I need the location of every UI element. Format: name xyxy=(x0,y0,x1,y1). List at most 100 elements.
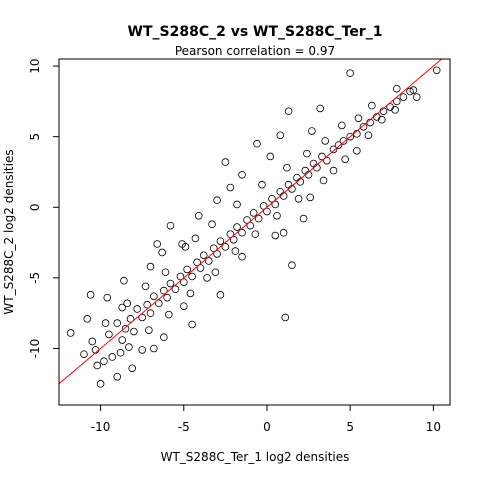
data-point xyxy=(229,235,238,244)
y-tick-label: 10 xyxy=(28,58,42,73)
fit-line-layer xyxy=(59,59,443,385)
data-point xyxy=(329,166,338,175)
data-point xyxy=(306,193,315,202)
data-point xyxy=(346,69,354,77)
data-point xyxy=(213,250,221,258)
data-point xyxy=(179,278,188,286)
data-point xyxy=(284,107,293,116)
y-tick-label: 0 xyxy=(28,203,42,211)
data-point xyxy=(238,252,246,261)
data-point xyxy=(160,286,168,295)
data-point xyxy=(88,337,97,346)
data-point xyxy=(367,101,376,110)
data-point xyxy=(126,315,135,323)
data-point xyxy=(113,372,122,381)
data-point xyxy=(243,216,251,224)
data-point xyxy=(308,127,316,135)
data-point xyxy=(221,158,230,166)
data-point xyxy=(203,274,211,282)
x-tick-label: 10 xyxy=(426,420,441,434)
data-point xyxy=(377,115,386,124)
data-point xyxy=(221,243,230,251)
data-point xyxy=(194,211,203,220)
data-point xyxy=(271,200,280,209)
plot-frame xyxy=(58,58,451,406)
data-point xyxy=(276,131,285,140)
data-point xyxy=(254,214,263,223)
data-point xyxy=(216,291,225,299)
data-point xyxy=(103,293,112,302)
data-point xyxy=(432,66,441,75)
fit-line xyxy=(59,59,443,385)
data-point xyxy=(191,234,200,243)
data-point xyxy=(158,248,166,257)
data-point xyxy=(258,180,266,189)
data-point xyxy=(409,86,418,94)
data-point xyxy=(283,163,291,172)
data-point xyxy=(145,326,153,334)
data-point xyxy=(319,176,328,185)
data-point xyxy=(179,302,188,310)
x-axis-label: WT_S288C_Ter_1 log2 densities xyxy=(161,450,350,464)
data-point xyxy=(354,114,363,123)
data-point xyxy=(208,220,216,229)
data-point xyxy=(299,214,308,223)
data-point xyxy=(359,122,368,131)
x-tick-label: 0 xyxy=(263,420,271,434)
data-point xyxy=(113,319,122,327)
data-point xyxy=(273,211,281,220)
data-point xyxy=(249,209,258,217)
data-point xyxy=(66,329,75,337)
data-point xyxy=(188,320,196,329)
data-point xyxy=(83,315,92,323)
data-point xyxy=(213,196,221,205)
data-point xyxy=(146,309,155,318)
data-point xyxy=(412,93,421,101)
data-point xyxy=(93,361,102,370)
data-point xyxy=(196,264,205,272)
data-point xyxy=(399,93,408,101)
data-point xyxy=(211,268,220,277)
data-point xyxy=(303,149,311,158)
data-point xyxy=(150,292,158,301)
data-point xyxy=(155,299,163,308)
data-point xyxy=(294,195,303,203)
data-point xyxy=(163,293,171,302)
data-point xyxy=(321,137,330,145)
data-point xyxy=(279,228,288,237)
data-point xyxy=(329,145,338,154)
data-point xyxy=(288,261,296,269)
data-point xyxy=(199,251,208,260)
x-axis: -10 -5 0 5 10 xyxy=(91,405,441,434)
points-layer xyxy=(66,66,441,388)
data-point xyxy=(246,221,255,230)
data-point xyxy=(339,137,348,145)
x-tick-label: 5 xyxy=(346,420,354,434)
data-point xyxy=(86,291,95,299)
chart-title: WT_S288C_2 vs WT_S288C_Ter_1 xyxy=(128,24,383,40)
data-point xyxy=(138,346,146,354)
data-point xyxy=(161,268,170,277)
data-point xyxy=(338,121,346,130)
data-point xyxy=(181,243,190,251)
data-point xyxy=(263,207,271,216)
data-point xyxy=(226,230,235,238)
data-point xyxy=(176,272,185,281)
data-point xyxy=(231,247,240,255)
y-tick-label: -10 xyxy=(28,339,42,359)
data-point xyxy=(281,313,290,322)
data-point xyxy=(268,195,276,203)
data-point xyxy=(392,84,401,93)
data-point xyxy=(105,330,113,339)
data-point xyxy=(271,231,280,240)
data-point xyxy=(101,319,110,327)
data-point xyxy=(165,310,173,319)
data-point xyxy=(138,313,146,322)
data-point xyxy=(391,106,399,114)
data-point xyxy=(266,152,275,161)
data-point xyxy=(171,285,180,294)
data-point xyxy=(226,183,235,192)
data-point xyxy=(128,364,137,373)
